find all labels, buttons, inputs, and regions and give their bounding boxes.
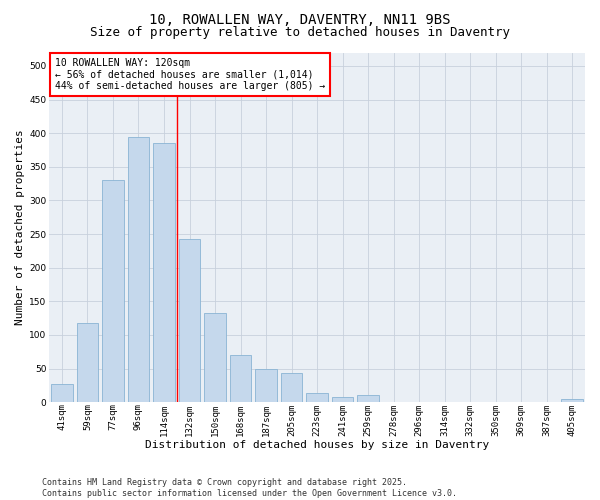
Bar: [128, 136, 149, 402]
Bar: [306, 393, 328, 402]
Bar: [204, 313, 226, 402]
Bar: [77, 323, 98, 402]
Text: 10, ROWALLEN WAY, DAVENTRY, NN11 9BS: 10, ROWALLEN WAY, DAVENTRY, NN11 9BS: [149, 12, 451, 26]
Text: 10 ROWALLEN WAY: 120sqm
← 56% of detached houses are smaller (1,014)
44% of semi: 10 ROWALLEN WAY: 120sqm ← 56% of detache…: [55, 58, 325, 91]
Bar: [153, 144, 175, 402]
Text: Contains HM Land Registry data © Crown copyright and database right 2025.
Contai: Contains HM Land Registry data © Crown c…: [42, 478, 457, 498]
Bar: [230, 355, 251, 402]
Bar: [357, 395, 379, 402]
Y-axis label: Number of detached properties: Number of detached properties: [15, 130, 25, 325]
Bar: [51, 384, 73, 402]
Bar: [179, 240, 200, 402]
Bar: [255, 368, 277, 402]
Bar: [281, 372, 302, 402]
Bar: [332, 398, 353, 402]
Text: Size of property relative to detached houses in Daventry: Size of property relative to detached ho…: [90, 26, 510, 39]
X-axis label: Distribution of detached houses by size in Daventry: Distribution of detached houses by size …: [145, 440, 489, 450]
Bar: [102, 180, 124, 402]
Bar: [562, 399, 583, 402]
